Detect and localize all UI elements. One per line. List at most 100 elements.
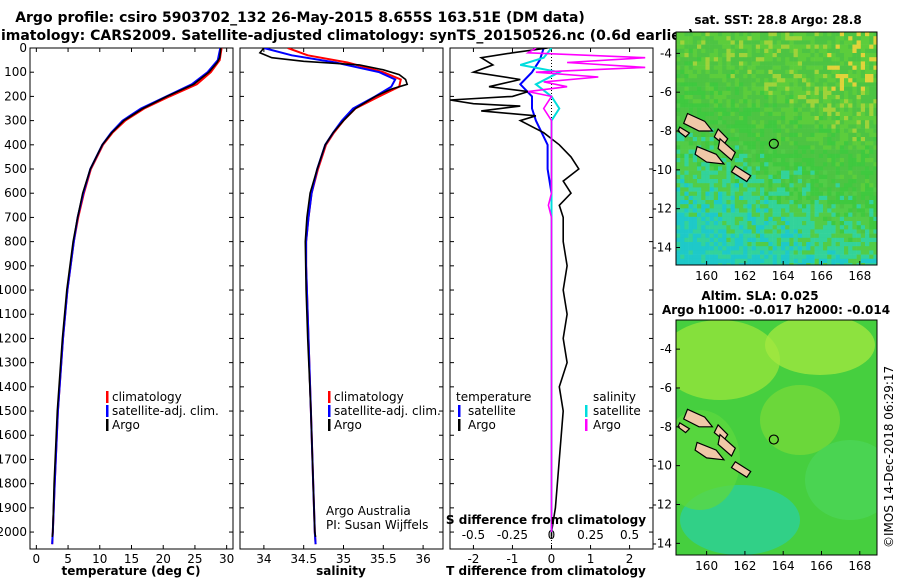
sst-cell	[860, 103, 866, 108]
sst-cell	[789, 145, 794, 150]
sst-cell	[697, 221, 702, 226]
sst-cell	[747, 86, 752, 92]
sst-cell	[676, 225, 681, 230]
sst-cell	[865, 74, 870, 79]
sst-cell	[776, 250, 782, 255]
sst-cell	[709, 61, 715, 66]
sst-cell	[827, 78, 832, 83]
sst-cell	[823, 78, 828, 83]
sst-cell	[835, 187, 841, 192]
sst-cell	[764, 103, 769, 108]
sst-cell	[772, 99, 778, 104]
sst-cell	[701, 237, 706, 243]
sst-cell	[856, 141, 862, 146]
sst-cell	[869, 103, 874, 108]
sst-cell	[831, 128, 836, 134]
sst-cell	[839, 95, 845, 100]
sst-cell	[827, 132, 832, 138]
sst-cell	[692, 191, 698, 197]
sst-cell	[844, 48, 849, 54]
sst-cell	[684, 208, 689, 213]
sst-cell	[823, 204, 828, 209]
sst-cell	[701, 187, 706, 192]
sst-cell	[844, 258, 849, 264]
sst-cell	[734, 95, 740, 100]
sst-cell	[697, 132, 702, 138]
sst-cell	[764, 153, 769, 159]
sst-cell	[764, 174, 769, 180]
sst-cell	[772, 74, 778, 79]
sst-cell	[705, 137, 710, 142]
sst-cell	[743, 204, 748, 209]
sst-cell	[772, 225, 778, 230]
sst-cell	[713, 53, 719, 58]
sst-cell	[797, 65, 803, 71]
sst-cell	[772, 242, 778, 247]
sst-cell	[827, 124, 832, 129]
sst-cell	[806, 166, 811, 171]
sst-cell	[768, 153, 773, 159]
sst-cell	[692, 225, 698, 230]
sst-cell	[831, 229, 836, 234]
sst-cell	[747, 78, 752, 83]
sst-cell	[676, 166, 681, 171]
sst-cell	[797, 242, 803, 247]
sst-cell	[814, 145, 820, 150]
sst-cell	[818, 200, 824, 205]
sst-cell	[722, 174, 727, 180]
sst-cell	[676, 57, 681, 62]
sst-cell	[802, 107, 807, 113]
sst-cell	[860, 195, 866, 201]
sst-cell	[676, 61, 681, 66]
sst-cell	[692, 187, 698, 192]
sst-cell	[697, 204, 702, 209]
sst-cell	[839, 48, 845, 54]
sst-cell	[772, 111, 778, 117]
sst-cell	[684, 149, 689, 155]
sst-cell	[676, 111, 681, 117]
sst-cell	[764, 74, 769, 79]
sst-cell	[776, 233, 782, 239]
sst-cell	[743, 90, 748, 96]
sst-cell	[760, 200, 765, 205]
sst-cell	[718, 153, 723, 159]
sst-cell	[781, 32, 786, 37]
sst-cell	[743, 246, 748, 251]
sst-cell	[818, 53, 824, 58]
sst-cell	[793, 82, 799, 87]
sst-cell	[768, 48, 773, 54]
sst-cell	[852, 250, 857, 255]
sst-cell	[751, 111, 757, 117]
sst-cell	[873, 162, 877, 167]
sst-cell	[684, 225, 689, 230]
sst-cell	[848, 141, 853, 146]
island-shape	[717, 137, 737, 162]
sst-cell	[793, 86, 799, 92]
top-x-tick-label: 0.25	[577, 528, 604, 542]
sst-cell	[676, 132, 681, 138]
sst-cell	[839, 174, 845, 180]
sst-cell	[869, 120, 874, 125]
sst-cell	[785, 36, 790, 41]
sst-cell	[789, 74, 794, 79]
sst-cell	[835, 174, 841, 180]
sst-cell	[764, 250, 769, 255]
sst-cell	[839, 237, 845, 243]
sst-cell	[860, 216, 866, 222]
sst-cell	[705, 86, 710, 92]
sst-cell	[856, 48, 862, 54]
sst-cell	[680, 242, 685, 247]
sst-cell	[873, 32, 877, 37]
sst-cell	[869, 40, 874, 45]
sst-cell	[823, 166, 828, 171]
sst-cell	[676, 179, 681, 184]
sst-cell	[726, 258, 731, 264]
sst-cell	[692, 166, 698, 171]
sst-cell	[747, 107, 752, 113]
sst-cell	[793, 191, 799, 197]
sst-cell	[680, 170, 685, 176]
sst-cell	[747, 132, 752, 138]
sst-cell	[848, 183, 853, 188]
sst-cell	[743, 61, 748, 66]
sst-cell	[713, 78, 719, 83]
